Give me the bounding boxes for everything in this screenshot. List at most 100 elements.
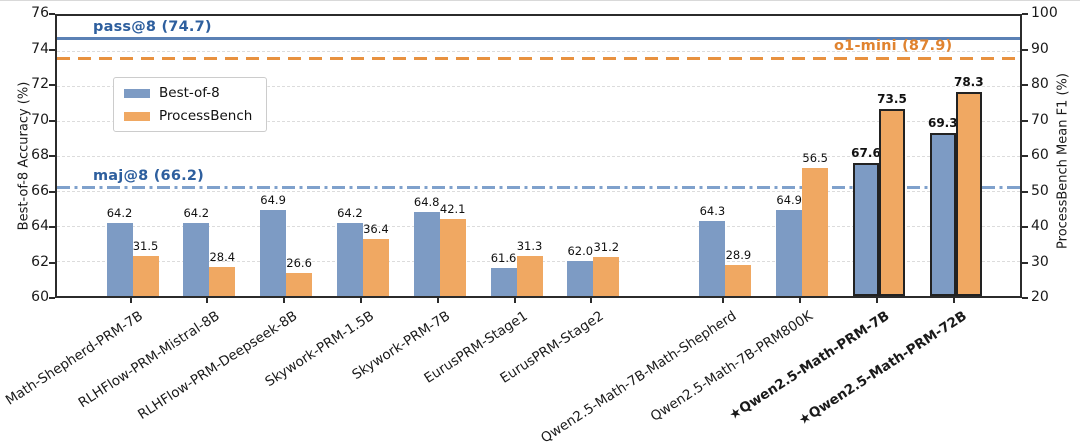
tick-mark <box>49 13 55 15</box>
y-tick-label: 40 <box>1031 218 1049 234</box>
y-tick-label: 64 <box>31 218 49 234</box>
tick-mark <box>49 190 55 193</box>
bar-best-of-8 <box>106 222 133 296</box>
y-tick-label: 100 <box>1031 5 1058 21</box>
y-tick-label: 30 <box>1031 253 1049 270</box>
bar-group: 67.6 73.5 <box>851 16 907 296</box>
bar-best-of-8 <box>929 133 956 296</box>
y-tick-label: 60 <box>31 289 49 305</box>
legend: Best-of-8 ProcessBench <box>113 77 268 132</box>
bar-processbench <box>878 108 905 296</box>
tick-mark <box>283 298 286 303</box>
bar-processbench-value: 78.3 <box>953 74 984 89</box>
bar-best-of-8-value: 64.9 <box>260 193 286 208</box>
tick-mark <box>722 298 725 303</box>
y-tick-label: 62 <box>31 253 49 270</box>
bar-best-of-8 <box>413 212 440 296</box>
bar-processbench <box>362 238 389 296</box>
bar-best-of-8-value: 61.6 <box>490 251 517 265</box>
tick-mark <box>513 298 516 303</box>
y-tick-label: 70 <box>1031 111 1049 128</box>
bar-processbench-value: 28.4 <box>209 249 236 264</box>
bar-processbench-value: 31.5 <box>132 238 159 253</box>
gridline <box>57 191 1020 192</box>
y-tick-label: 60 <box>1031 147 1049 163</box>
bar-group: 64.2 28.4 <box>183 16 236 296</box>
tick-mark <box>1022 297 1028 299</box>
bar-best-of-8-value: 64.8 <box>413 195 440 209</box>
bar-processbench-value: 42.1 <box>439 201 466 216</box>
tick-mark <box>49 84 55 86</box>
ref-line-o1mini <box>57 56 1020 60</box>
bar-best-of-8 <box>852 163 879 296</box>
bar-processbench-value: 36.4 <box>363 221 389 236</box>
tick-mark <box>1022 190 1028 193</box>
legend-label-best-of-8: Best-of-8 <box>159 85 220 101</box>
x-tick-label: Math-Shepherd-PRM-7B <box>3 308 147 409</box>
gridline <box>57 156 1020 157</box>
tick-mark <box>49 119 55 122</box>
plot-area: pass@8 (74.7) o1-mini (87.9) maj@8 (66.2) … <box>55 14 1022 298</box>
ref-line-label-maj8: maj@8 (66.2) <box>93 167 204 184</box>
bar-processbench-value: 56.5 <box>802 151 828 166</box>
bar-best-of-8 <box>567 261 594 296</box>
y-tick-label: 20 <box>1031 289 1049 305</box>
tick-mark <box>49 297 55 299</box>
tick-mark <box>359 298 362 303</box>
y-tick-label: 70 <box>31 111 49 128</box>
bar-processbench <box>132 255 159 296</box>
x-tick-label: RLHFlow-PRM-Mistral-8B <box>76 308 224 412</box>
bar-processbench-value: 28.9 <box>725 247 752 262</box>
x-tick-label: RLHFlow-PRM-Deepseek-8B <box>134 308 300 424</box>
bar-best-of-8 <box>260 210 287 296</box>
bar-processbench <box>209 266 236 296</box>
tick-mark <box>590 298 593 303</box>
bar-best-of-8-value: 69.3 <box>927 116 958 131</box>
y-tick-label: 74 <box>31 40 49 57</box>
gridline <box>57 121 1020 122</box>
bar-processbench <box>439 218 466 296</box>
y-tick-label: 90 <box>1031 40 1049 57</box>
bar-group: 64.3 28.9 <box>699 16 752 296</box>
bar-processbench <box>516 256 543 296</box>
tick-mark <box>206 298 209 303</box>
tick-mark <box>49 48 55 51</box>
bar-best-of-8 <box>336 222 363 296</box>
bar-best-of-8 <box>699 220 726 296</box>
tick-mark <box>875 298 878 303</box>
bar-processbench <box>955 91 982 296</box>
bar-best-of-8-value: 67.6 <box>851 146 881 160</box>
tick-mark <box>49 226 55 228</box>
bar-processbench-value: 31.3 <box>516 239 543 254</box>
legend-item-processbench: ProcessBench <box>124 108 252 124</box>
bar-group: 64.8 42.1 <box>413 16 466 296</box>
ref-line-pass8 <box>57 37 1020 40</box>
tick-mark <box>1022 226 1028 228</box>
gridline <box>57 51 1020 52</box>
tick-mark <box>1022 48 1028 51</box>
tick-mark <box>1022 155 1028 157</box>
y-tick-label: 76 <box>31 5 49 21</box>
bar-group: 64.2 31.5 <box>106 16 159 296</box>
tick-mark <box>952 298 955 303</box>
bar-best-of-8-value: 64.3 <box>699 203 726 218</box>
bar-best-of-8-value: 62.0 <box>567 244 594 258</box>
bar-processbench-value: 73.5 <box>877 91 907 106</box>
legend-swatch-best-of-8 <box>124 88 150 98</box>
bar-processbench <box>725 264 752 296</box>
bar-processbench-value: 31.2 <box>593 239 620 254</box>
bar-group: 69.3 78.3 <box>927 16 984 296</box>
left-axis-title: Best-of-8 Accuracy (%) <box>16 81 32 231</box>
gridline <box>57 226 1020 227</box>
tick-mark <box>1022 261 1028 264</box>
tick-mark <box>49 155 55 157</box>
x-axis-labels: Math-Shepherd-PRM-7B RLHFlow-PRM-Mistral-… <box>3 302 1022 446</box>
bar-best-of-8-value: 64.2 <box>337 205 363 220</box>
bar-best-of-8 <box>776 210 803 296</box>
tick-mark <box>1022 13 1028 15</box>
y-tick-label: 50 <box>1031 182 1049 199</box>
bar-best-of-8 <box>183 222 210 296</box>
tick-mark <box>1022 84 1028 86</box>
gridline <box>57 86 1020 87</box>
